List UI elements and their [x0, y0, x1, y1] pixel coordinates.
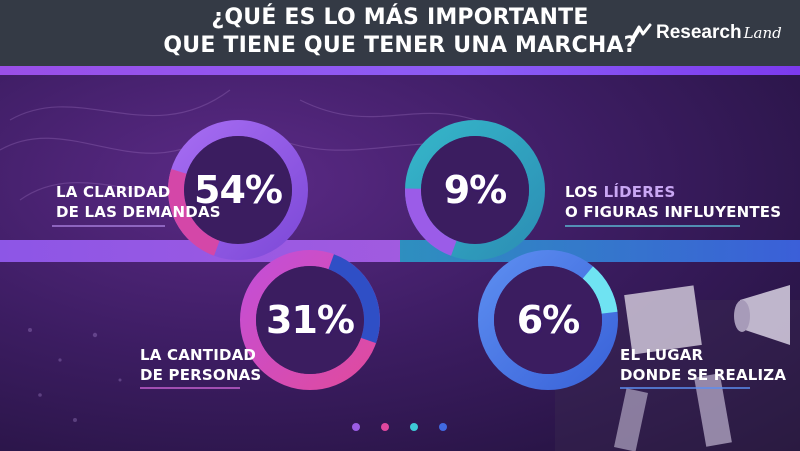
label-lugar: EL LUGAR DONDE SE REALIZA	[620, 345, 786, 385]
value-claridad: 54%	[194, 168, 283, 212]
label-lugar-line1: EL LUGAR	[620, 346, 704, 364]
gauge-arc-cantidad	[328, 254, 380, 344]
value-cantidad: 31%	[266, 298, 355, 342]
label-claridad: LA CLARIDAD DE LAS DEMANDAS	[56, 182, 221, 222]
pagination-dot[interactable]	[439, 423, 447, 431]
background-dots	[28, 328, 122, 422]
label-lideres: LOS LÍDERES O FIGURAS INFLUYENTES	[565, 182, 781, 222]
brand-logo: Research Land	[630, 20, 782, 46]
gauge-arc-claridad	[168, 168, 220, 256]
label-claridad-line2: DE LAS DEMANDAS	[56, 203, 221, 221]
gauge-arc-lugar	[582, 266, 618, 314]
brand-name: Research	[656, 22, 742, 43]
label-lugar-line2: DONDE SE REALIZA	[620, 366, 787, 384]
pagination	[352, 420, 452, 434]
pagination-dot[interactable]	[410, 423, 418, 431]
pagination-dot[interactable]	[352, 423, 360, 431]
gauge-lugar	[478, 250, 618, 390]
label-cantidad-line1: LA CANTIDAD	[140, 346, 257, 364]
label-lideres-highlight: LÍDERES	[603, 183, 676, 201]
pagination-dot[interactable]	[381, 423, 389, 431]
page-title: ¿QUÉ ES LO MÁS IMPORTANTE QUE TIENE QUE …	[160, 4, 640, 60]
brand-mark-icon	[630, 23, 652, 43]
label-claridad-line1: LA CLARIDAD	[56, 183, 171, 201]
header-bar	[0, 0, 800, 66]
title-line-2: QUE TIENE QUE TENER UNA MARCHA?	[163, 33, 637, 58]
header-accent-stripe	[0, 66, 800, 75]
title-line-1: ¿QUÉ ES LO MÁS IMPORTANTE	[211, 5, 589, 30]
label-cantidad: LA CANTIDAD DE PERSONAS	[140, 345, 261, 385]
label-lideres-line2: O FIGURAS INFLUYENTES	[565, 203, 782, 221]
value-lugar: 6%	[516, 298, 581, 342]
brand-name-script: Land	[743, 24, 782, 42]
protest-photo	[555, 285, 800, 451]
gauge-lideres	[405, 120, 545, 260]
gauge-claridad	[168, 120, 308, 260]
label-cantidad-line2: DE PERSONAS	[140, 366, 262, 384]
label-lideres-prefix: LOS	[565, 183, 604, 201]
value-lideres: 9%	[443, 168, 508, 212]
gauge-arc-lideres	[405, 188, 457, 256]
label-lideres-line1: LOS LÍDERES	[565, 182, 781, 202]
gauge-cantidad	[240, 250, 380, 390]
